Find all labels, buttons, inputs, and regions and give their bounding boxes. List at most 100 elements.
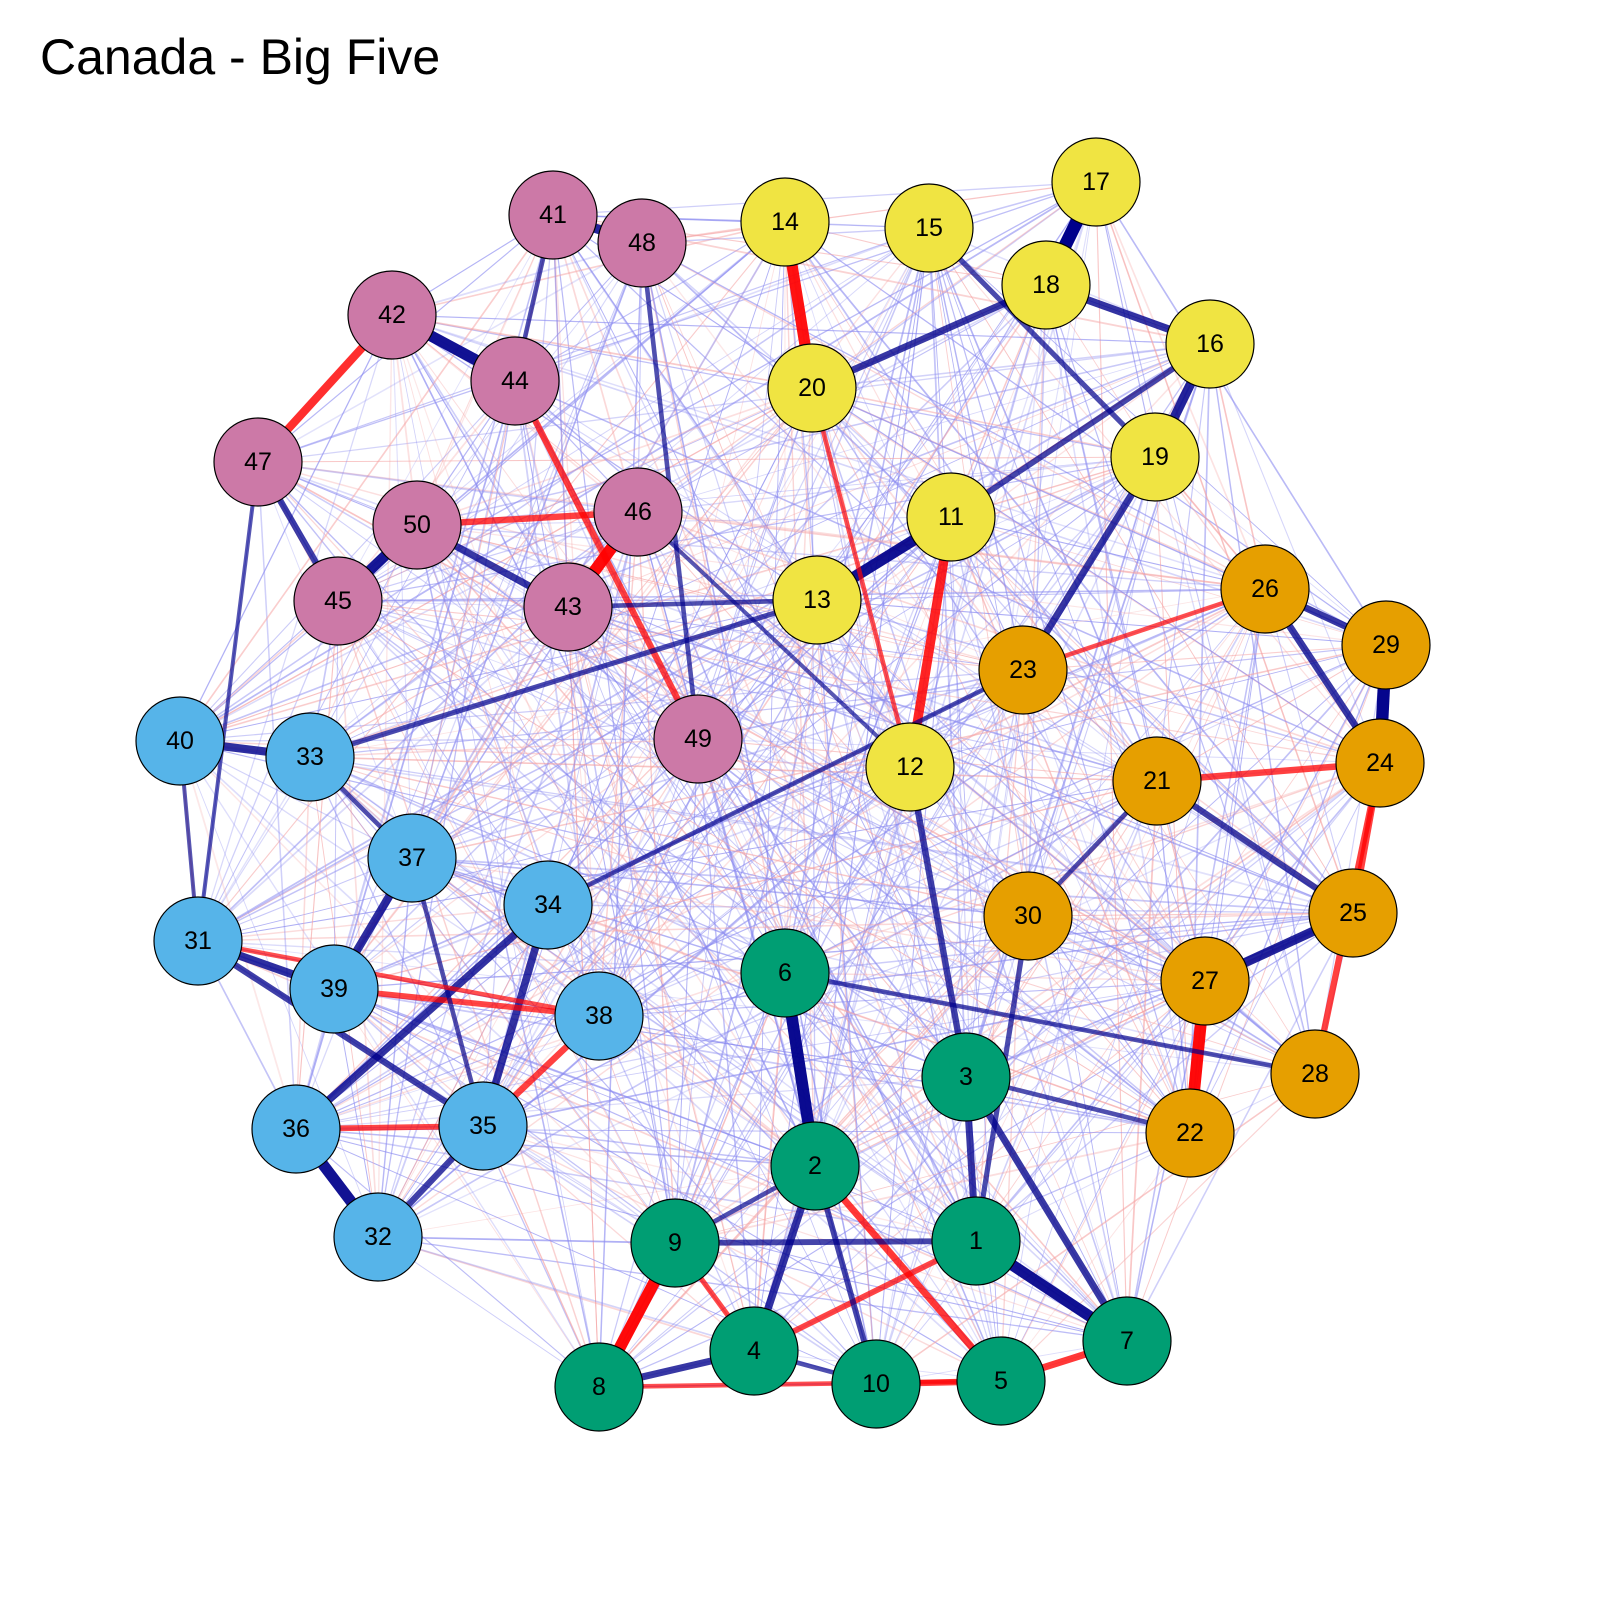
weak-edge bbox=[309, 756, 1158, 782]
weak-edge bbox=[514, 380, 755, 1352]
weak-edge bbox=[950, 516, 1354, 914]
node-label: 39 bbox=[320, 975, 348, 1003]
weak-edge bbox=[598, 780, 1158, 1388]
weak-edge bbox=[391, 314, 569, 608]
weak-edge bbox=[697, 227, 930, 740]
weak-edge bbox=[179, 214, 554, 742]
node-18: 18 bbox=[1001, 240, 1091, 330]
weak-edge bbox=[697, 738, 755, 1352]
node-circle bbox=[1341, 600, 1431, 690]
node-circle bbox=[438, 1081, 528, 1171]
node-label: 9 bbox=[668, 1229, 682, 1257]
weak-edge bbox=[197, 343, 1211, 942]
edge-11-16 bbox=[949, 341, 1212, 520]
weak-edge bbox=[482, 980, 1206, 1127]
node-4: 4 bbox=[709, 1306, 799, 1396]
weak-edge bbox=[1095, 181, 1128, 1342]
node-circle bbox=[772, 555, 862, 645]
weak-edge bbox=[697, 738, 1191, 1134]
weak-edge bbox=[482, 915, 1029, 1127]
weak-edge bbox=[875, 915, 1029, 1385]
weak-edge bbox=[1045, 284, 1316, 1075]
node-label: 2 bbox=[808, 1152, 822, 1180]
weak-edge bbox=[295, 1128, 816, 1167]
node-label: 4 bbox=[747, 1337, 761, 1365]
weak-edge bbox=[598, 644, 1387, 1017]
weak-edge bbox=[377, 1236, 676, 1244]
weak-edge bbox=[391, 221, 786, 316]
node-circle bbox=[213, 417, 303, 507]
node-label: 20 bbox=[798, 374, 826, 402]
node-label: 22 bbox=[1176, 1119, 1204, 1147]
weak-edge bbox=[309, 756, 676, 1244]
weak-edge bbox=[333, 988, 1128, 1342]
weak-edge bbox=[814, 915, 1029, 1167]
node-circle bbox=[978, 625, 1068, 715]
weak-edge bbox=[975, 912, 1354, 1242]
node-circle bbox=[372, 480, 462, 570]
weak-edge bbox=[309, 588, 1266, 758]
node-47: 47 bbox=[213, 417, 303, 507]
node-circle bbox=[865, 722, 955, 812]
weak-edge bbox=[391, 314, 549, 906]
node-19: 19 bbox=[1110, 412, 1200, 502]
weak-edge bbox=[337, 214, 554, 602]
weak-edge bbox=[567, 606, 877, 1385]
weak-edge bbox=[411, 857, 786, 974]
weak-edge bbox=[309, 756, 600, 1017]
weak-edge bbox=[816, 599, 1381, 764]
node-label: 8 bbox=[592, 1373, 606, 1401]
weak-edge bbox=[637, 511, 967, 1078]
node-circle bbox=[767, 343, 857, 433]
node-49: 49 bbox=[653, 694, 743, 784]
node-40: 40 bbox=[135, 696, 225, 786]
weak-edge bbox=[333, 988, 1002, 1382]
weak-edge bbox=[552, 214, 967, 1078]
weak-edge bbox=[377, 904, 549, 1238]
weak-edge bbox=[333, 988, 877, 1385]
node-3: 3 bbox=[921, 1032, 1011, 1122]
weak-edge bbox=[674, 284, 1047, 1244]
node-label: 29 bbox=[1372, 631, 1400, 659]
weak-edge bbox=[674, 780, 1158, 1244]
node-label: 37 bbox=[398, 844, 426, 872]
weak-edge bbox=[567, 606, 1354, 914]
node-circle bbox=[709, 1306, 799, 1396]
weak-edge bbox=[674, 227, 930, 1244]
weak-edge bbox=[1045, 284, 1206, 982]
weak-edge bbox=[377, 181, 1097, 1238]
node-label: 27 bbox=[1191, 967, 1219, 995]
graph-title: Canada - Big Five bbox=[40, 29, 441, 85]
node-44: 44 bbox=[470, 336, 560, 426]
node-label: 31 bbox=[184, 927, 212, 955]
node-circle bbox=[983, 871, 1073, 961]
weak-edge bbox=[337, 600, 786, 974]
node-label: 24 bbox=[1366, 749, 1394, 777]
node-45: 45 bbox=[293, 556, 383, 646]
weak-edge bbox=[197, 912, 1354, 942]
node-circle bbox=[251, 1084, 341, 1174]
weak-edge bbox=[641, 181, 1097, 244]
weak-edge bbox=[295, 1015, 600, 1130]
node-label: 11 bbox=[938, 503, 964, 531]
weak-edge bbox=[197, 221, 786, 942]
weak-edge bbox=[333, 780, 1158, 990]
weak-edge bbox=[598, 780, 1158, 1017]
node-33: 33 bbox=[265, 712, 355, 802]
weak-edge bbox=[784, 669, 1024, 974]
weak-edge bbox=[333, 912, 1354, 990]
edge-12-20 bbox=[809, 387, 913, 768]
weak-edge bbox=[377, 1236, 755, 1352]
weak-edge bbox=[641, 242, 1206, 982]
edge-5-8 bbox=[598, 1378, 1002, 1390]
weak-edge bbox=[337, 600, 1316, 1075]
node-label: 14 bbox=[771, 208, 799, 236]
weak-edge bbox=[333, 588, 1266, 990]
node-8: 8 bbox=[554, 1342, 644, 1432]
weak-edge bbox=[637, 343, 1211, 513]
weak-edge bbox=[179, 314, 393, 742]
node-label: 32 bbox=[364, 1223, 392, 1251]
weak-edge bbox=[1022, 644, 1387, 671]
node-circle bbox=[831, 1339, 921, 1429]
weak-edge bbox=[482, 1125, 600, 1388]
